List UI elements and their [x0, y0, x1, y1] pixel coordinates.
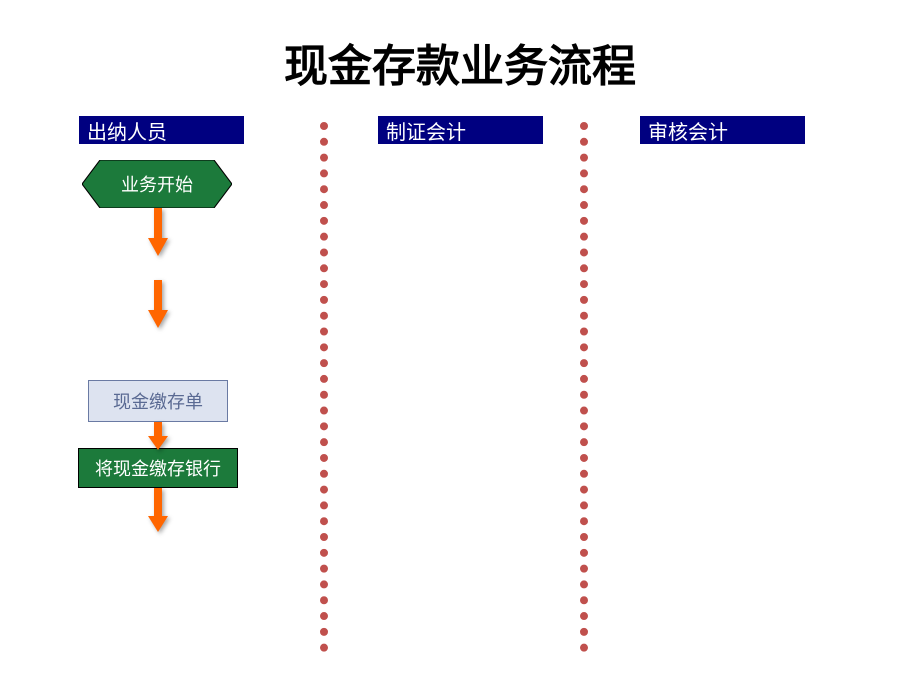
- arrow-4: [148, 488, 168, 532]
- column-header-cashier: 出纳人员: [79, 116, 244, 144]
- divider-1: [320, 122, 328, 652]
- node-deposit-slip-label: 现金缴存单: [113, 388, 203, 414]
- column-header-auditor: 审核会计: [640, 116, 805, 144]
- column-header-label: 审核会计: [648, 116, 728, 145]
- divider-2: [580, 122, 588, 652]
- node-start-label: 业务开始: [121, 171, 193, 197]
- arrow-3: [148, 422, 168, 450]
- node-deposit-bank-label: 将现金缴存银行: [95, 455, 221, 481]
- page-title: 现金存款业务流程: [0, 30, 920, 94]
- node-deposit-slip: 现金缴存单: [88, 380, 228, 422]
- node-start: 业务开始: [82, 160, 232, 208]
- column-header-label: 制证会计: [386, 116, 466, 145]
- arrow-2: [148, 280, 168, 328]
- column-header-label: 出纳人员: [87, 116, 167, 145]
- arrow-1: [148, 208, 168, 256]
- column-header-accountant: 制证会计: [378, 116, 543, 144]
- node-deposit-bank: 将现金缴存银行: [78, 448, 238, 488]
